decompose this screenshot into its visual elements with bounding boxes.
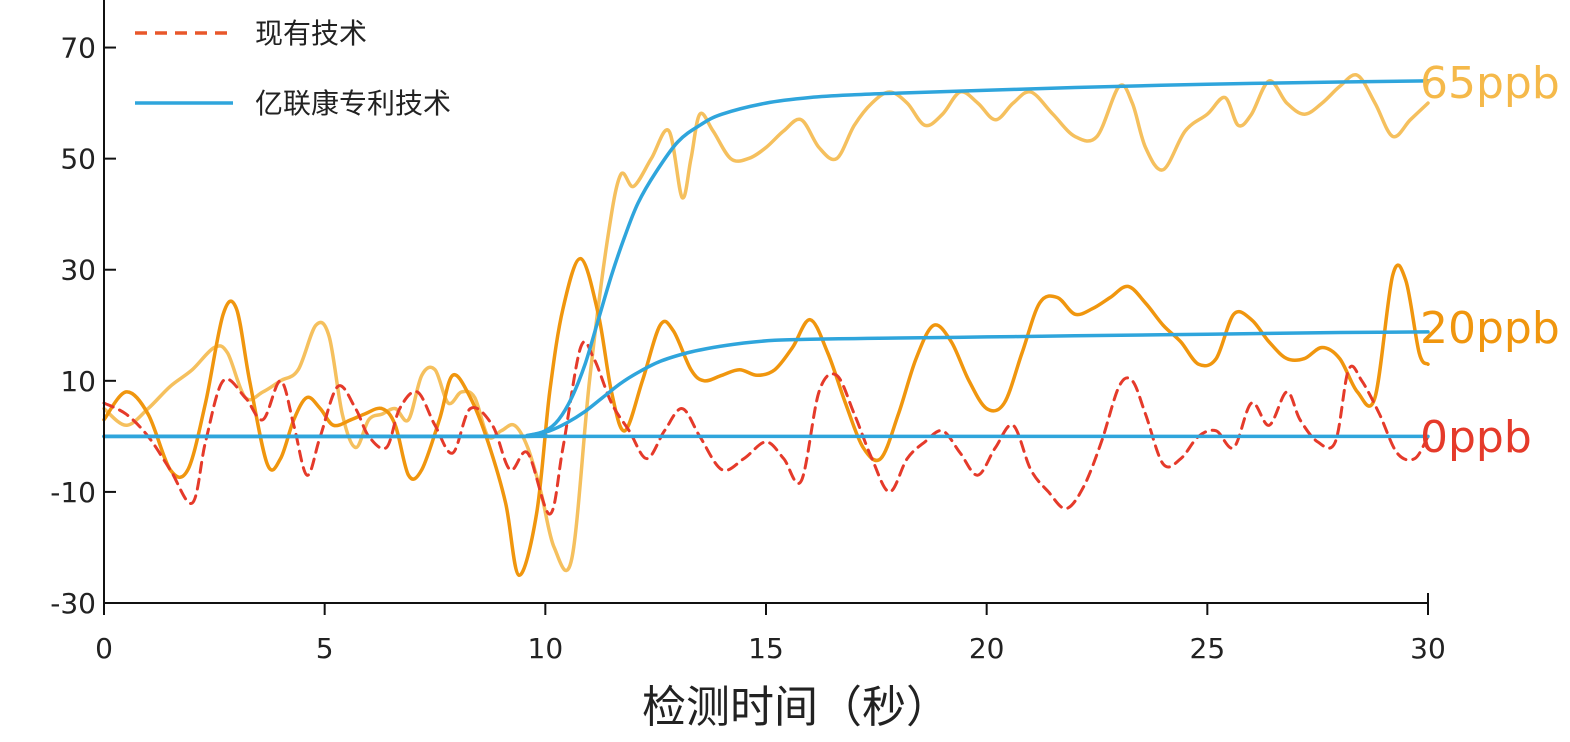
legend-label: 现有技术 (255, 17, 367, 50)
series-line-1 (102, 256, 1430, 577)
x-tick-label: 0 (95, 632, 113, 665)
series-line-3 (102, 79, 1430, 439)
x-tick-label: 5 (316, 632, 334, 665)
series-end-label: 65ppb (1420, 58, 1560, 109)
series-end-label: 20ppb (1420, 303, 1560, 354)
y-tick-label: -10 (50, 476, 96, 509)
y-tick-label: -30 (50, 587, 96, 620)
y-tick-label: 70 (60, 32, 96, 65)
x-tick-label: 15 (748, 632, 784, 665)
x-tick-label: 30 (1410, 632, 1446, 665)
series-line-0 (102, 340, 1430, 516)
legend-label: 亿联康专利技术 (255, 87, 451, 120)
x-axis-title: 检测时间（秒） (642, 682, 950, 733)
series-line-4 (102, 330, 1430, 439)
x-tick-label: 25 (1190, 632, 1226, 665)
y-tick-label: 50 (60, 143, 96, 176)
x-tick-label: 10 (528, 632, 564, 665)
x-tick-label: 20 (969, 632, 1005, 665)
y-tick-label: 30 (60, 254, 96, 287)
axes: 0 5 10 15 20 25 30 -30 -10 10 30 50 70 (50, 0, 1446, 665)
series-end-label: 0ppb (1420, 412, 1532, 463)
series-layer (102, 73, 1430, 577)
series-labels: 0ppb 20ppb 65ppb (1420, 58, 1560, 463)
y-tick-label: 10 (60, 365, 96, 398)
